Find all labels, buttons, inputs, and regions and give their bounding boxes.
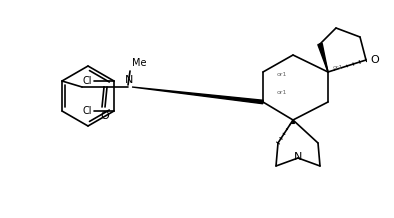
Text: or1: or1 (277, 72, 287, 77)
Polygon shape (132, 87, 263, 104)
Text: or1: or1 (277, 90, 287, 94)
Text: N: N (125, 75, 133, 85)
Text: O: O (100, 111, 110, 121)
Polygon shape (318, 43, 328, 72)
Text: N: N (294, 152, 302, 162)
Text: or1: or1 (333, 65, 344, 70)
Text: O: O (370, 55, 379, 65)
Text: Cl: Cl (82, 106, 92, 116)
Text: Cl: Cl (82, 76, 92, 86)
Text: Me: Me (132, 58, 147, 68)
